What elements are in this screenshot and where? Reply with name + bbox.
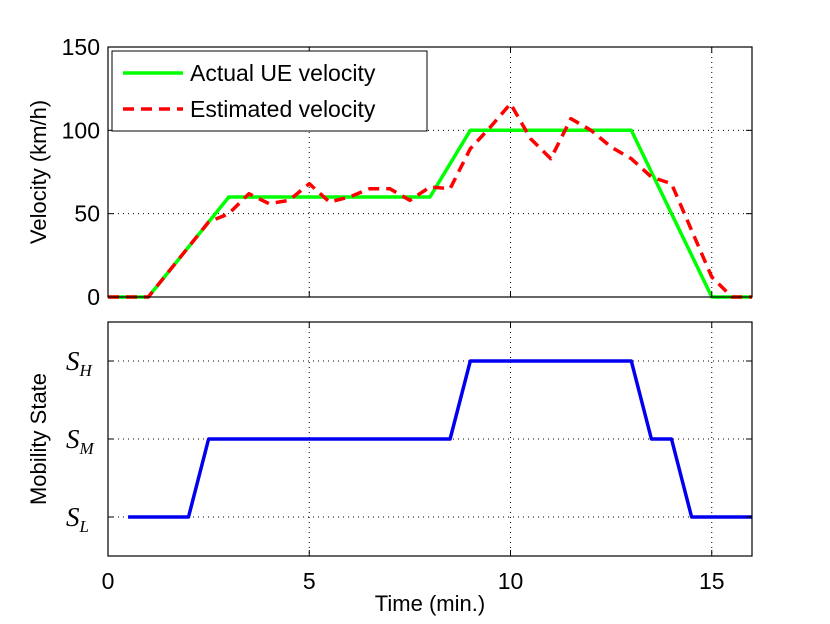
velocity-panel: 0 50 100 150 Velocity (km/h) Actual UE velo… [26, 34, 753, 310]
velocity-series-estimated-velocity-line [108, 101, 752, 299]
mobility-state-tick-label: SM [66, 424, 95, 458]
legend-label-actual: Actual UE velocity [190, 60, 376, 86]
velocity-series [108, 101, 752, 299]
velocity-y-tick-label: 50 [74, 201, 100, 227]
velocity-series-actual-ue-velocity-line [108, 128, 752, 299]
velocity-grid [108, 47, 752, 297]
velocity-y-tick-label: 150 [62, 34, 100, 60]
velocity-ticks [107, 46, 752, 298]
time-x-axis-label: Time (min.) [375, 591, 485, 616]
mobility-series [128, 359, 752, 519]
velocity-axes-frame [107, 46, 753, 298]
mobility-y-axis-label: Mobility State [26, 373, 51, 505]
mobility-state-tick-label: SH [66, 346, 94, 380]
mobility-y-tick-labels: SL SM SH [66, 346, 95, 536]
velocity-y-tick-label: 100 [62, 117, 100, 143]
legend: Actual UE velocity Estimated velocity [111, 50, 428, 132]
time-x-tick-label: 10 [498, 568, 524, 594]
velocity-y-tick-label: 0 [87, 284, 100, 310]
time-x-tick-label: 5 [303, 568, 316, 594]
legend-label-estimated: Estimated velocity [190, 96, 376, 122]
time-x-tick-label: 15 [699, 568, 725, 594]
time-x-tick-label: 0 [102, 568, 115, 594]
mobility-series-mobility-state-line [128, 359, 752, 519]
mobility-panel: SL SM SH 0 5 10 15 Mobility State Time (min.) [26, 321, 753, 616]
mobility-ticks [107, 322, 752, 556]
velocity-y-axis-label: Velocity (km/h) [26, 100, 51, 244]
legend-box [111, 50, 428, 132]
time-x-tick-labels: 0 5 10 15 [102, 568, 725, 594]
velocity-y-tick-labels: 0 50 100 150 [62, 34, 100, 310]
mobility-state-tick-label: SL [66, 502, 89, 536]
